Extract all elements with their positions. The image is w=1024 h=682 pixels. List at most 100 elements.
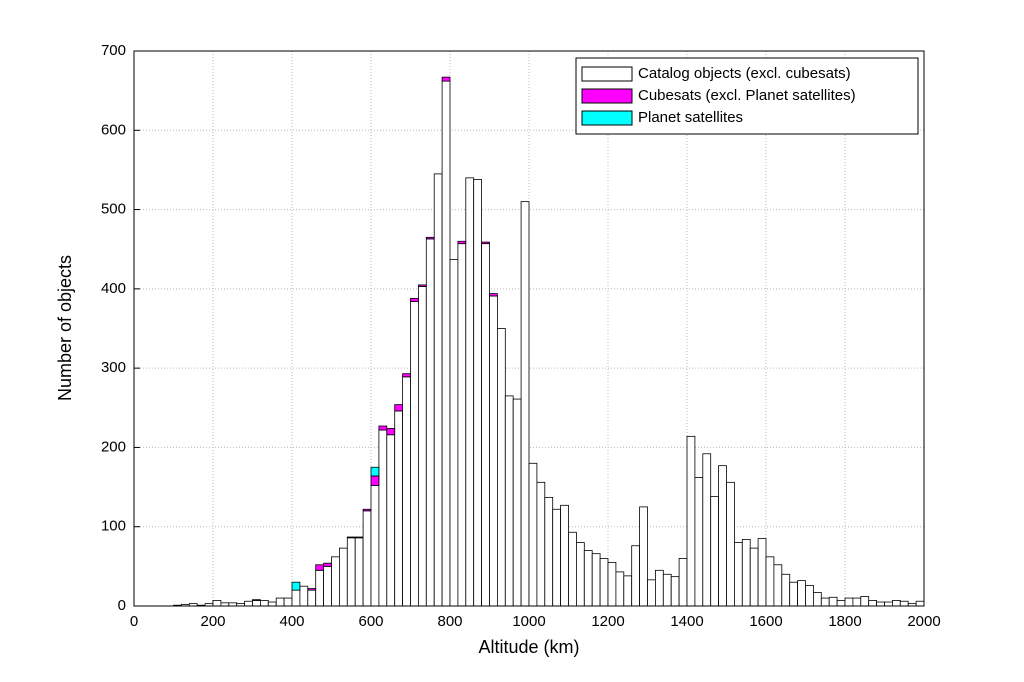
bar xyxy=(512,398,522,607)
bar xyxy=(686,435,696,607)
bar xyxy=(362,510,372,607)
bar xyxy=(583,550,593,607)
x-tick-label: 600 xyxy=(358,613,383,630)
bar xyxy=(504,395,514,607)
bar xyxy=(394,404,404,412)
bar xyxy=(805,584,814,607)
bar xyxy=(631,545,641,607)
y-tick-label: 500 xyxy=(101,201,126,218)
bar xyxy=(694,477,704,607)
bar xyxy=(417,286,427,607)
bar xyxy=(252,599,261,601)
bar xyxy=(781,573,791,607)
x-tick-label: 800 xyxy=(437,613,462,630)
x-tick-label: 200 xyxy=(200,613,225,630)
bar xyxy=(591,553,601,607)
bar xyxy=(315,569,325,607)
bar xyxy=(789,581,799,607)
bar xyxy=(568,531,577,607)
y-tick-label: 200 xyxy=(101,438,126,455)
bar xyxy=(410,297,419,302)
bar xyxy=(441,80,451,607)
bar xyxy=(836,600,846,607)
bar xyxy=(915,600,925,607)
bar xyxy=(354,536,364,539)
bar xyxy=(647,579,656,607)
bar xyxy=(244,600,253,607)
bar xyxy=(433,173,443,607)
bar xyxy=(726,481,735,607)
bar xyxy=(417,284,427,287)
x-tick-label: 0 xyxy=(130,613,138,630)
bar xyxy=(757,538,767,607)
bar xyxy=(267,601,277,607)
bar xyxy=(599,558,609,607)
x-axis-label: Altitude (km) xyxy=(478,637,579,657)
bar xyxy=(307,588,317,591)
bar xyxy=(536,481,546,607)
bar xyxy=(544,496,554,607)
bar xyxy=(346,537,356,607)
legend-label: Planet satellites xyxy=(638,109,743,126)
bar xyxy=(639,506,648,607)
bar xyxy=(820,597,830,607)
y-tick-label: 100 xyxy=(101,518,126,535)
x-tick-label: 400 xyxy=(279,613,304,630)
bar xyxy=(323,562,332,567)
bar xyxy=(473,179,483,607)
bar xyxy=(797,580,806,607)
bar xyxy=(655,569,664,607)
bar xyxy=(489,293,498,297)
bar xyxy=(734,542,743,607)
bar xyxy=(860,596,870,607)
bar xyxy=(315,564,325,571)
bar xyxy=(662,573,672,607)
legend-label: Cubesats (excl. Planet satellites) xyxy=(638,87,856,104)
bar xyxy=(678,558,688,607)
bar xyxy=(560,504,569,607)
bar xyxy=(386,434,396,607)
bar xyxy=(291,581,301,591)
bar xyxy=(386,427,396,436)
legend-label: Catalog objects (excl. cubesats) xyxy=(638,65,851,82)
x-tick-label: 1000 xyxy=(512,613,545,630)
legend-swatch xyxy=(581,110,633,126)
bar xyxy=(813,592,822,607)
bar xyxy=(402,376,411,607)
bar xyxy=(623,575,633,607)
bar xyxy=(212,600,222,607)
legend-swatch xyxy=(581,66,633,82)
bar xyxy=(362,508,372,512)
bar xyxy=(710,496,720,607)
x-tick-label: 1600 xyxy=(749,613,782,630)
bar xyxy=(828,596,838,607)
bar xyxy=(876,601,885,607)
bar xyxy=(346,536,356,539)
y-tick-label: 400 xyxy=(101,280,126,297)
bar xyxy=(765,556,775,607)
x-tick-label: 2000 xyxy=(907,613,940,630)
bar xyxy=(410,301,419,607)
bar xyxy=(552,508,562,607)
bar xyxy=(283,597,293,607)
bar xyxy=(457,243,467,607)
bar xyxy=(844,597,854,607)
bar xyxy=(370,466,380,477)
bar xyxy=(465,177,475,607)
bar xyxy=(394,410,404,607)
y-tick-label: 0 xyxy=(118,597,126,614)
bar xyxy=(338,547,348,607)
bar xyxy=(259,600,269,607)
bar xyxy=(670,576,680,607)
bar xyxy=(718,465,727,607)
y-tick-label: 600 xyxy=(101,121,126,138)
bar xyxy=(457,240,467,245)
x-tick-label: 1400 xyxy=(670,613,703,630)
bar xyxy=(370,475,380,486)
bar xyxy=(852,597,862,607)
bar xyxy=(275,597,285,607)
bar xyxy=(868,600,878,607)
bar xyxy=(307,589,317,607)
bar xyxy=(331,556,340,607)
